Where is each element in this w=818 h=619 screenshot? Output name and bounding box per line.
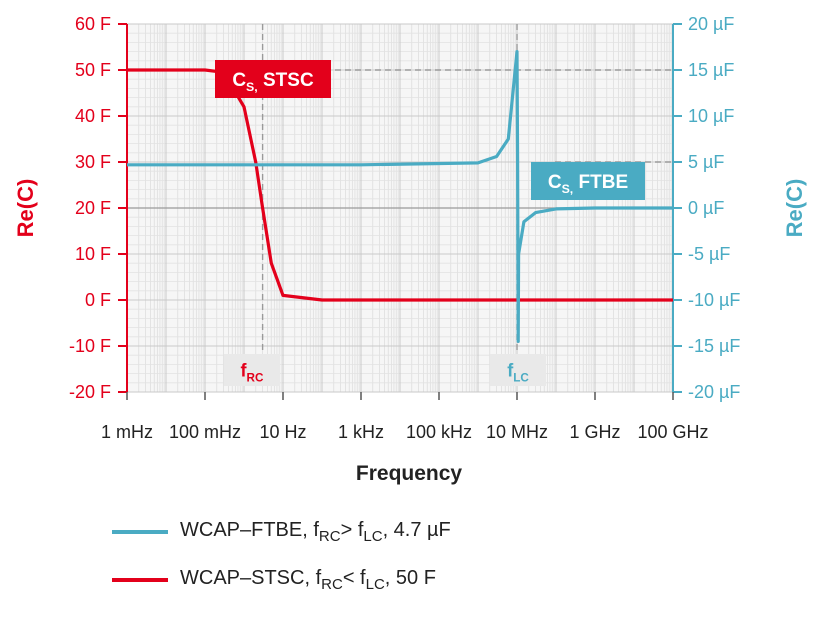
- right-tick-label: 10 µF: [688, 106, 734, 126]
- annotation-cs-ftbe-bg: [531, 162, 645, 200]
- annotation-flc: fLC: [490, 354, 546, 386]
- right-tick-label: -20 µF: [688, 382, 740, 402]
- left-tick-label: 40 F: [75, 106, 111, 126]
- x-tick-label: 100 mHz: [169, 422, 241, 442]
- left-tick-label: 30 F: [75, 152, 111, 172]
- x-tick-label: 10 Hz: [259, 422, 306, 442]
- legend-item-ftbe: WCAP–FTBE, fRC> fLC, 4.7 µF: [112, 517, 672, 547]
- x-tick-label: 100 kHz: [406, 422, 472, 442]
- x-tick-label: 1 GHz: [569, 422, 620, 442]
- right-tick-label: 20 µF: [688, 14, 734, 34]
- annotation-cs-stsc-bg: [215, 60, 331, 98]
- left-tick-label: -20 F: [69, 382, 111, 402]
- x-axis-title: Frequency: [356, 462, 463, 485]
- right-tick-label: 5 µF: [688, 152, 724, 172]
- x-tick-label: 1 kHz: [338, 422, 384, 442]
- left-tick-label: 60 F: [75, 14, 111, 34]
- annotation-flc-text: fLC: [507, 360, 529, 384]
- annotation-flc-bg: [490, 354, 546, 386]
- left-tick-label: 10 F: [75, 244, 111, 264]
- annotation-cs-stsc: CS, STSC: [215, 60, 331, 98]
- annotation-frc: fRC: [224, 354, 280, 386]
- right-tick-label: 0 µF: [688, 198, 724, 218]
- legend-label-ftbe: WCAP–FTBE, fRC> fLC, 4.7 µF: [180, 519, 451, 545]
- annotation-frc-bg: [224, 354, 280, 386]
- left-axis-title: Re(C): [13, 179, 38, 238]
- annotation-cs-ftbe: CS, FTBE: [531, 162, 645, 200]
- legend-label-stsc: WCAP–STSC, fRC< fLC, 50 F: [180, 567, 436, 593]
- annotation-cs-ftbe-text: CS, FTBE: [548, 172, 628, 196]
- left-tick-label: 50 F: [75, 60, 111, 80]
- left-tick-label: 0 F: [85, 290, 111, 310]
- x-tick-label: 100 GHz: [637, 422, 708, 442]
- annotation-cs-stsc-text: CS, STSC: [232, 70, 314, 94]
- annotation-frc-text: fRC: [241, 360, 264, 384]
- right-tick-label: 15 µF: [688, 60, 734, 80]
- right-tick-label: -10 µF: [688, 290, 740, 310]
- x-tick-label: 1 mHz: [101, 422, 153, 442]
- legend-swatch-stsc: [112, 578, 168, 582]
- left-tick-label: -10 F: [69, 336, 111, 356]
- legend-swatch-ftbe: [112, 530, 168, 534]
- right-tick-label: -15 µF: [688, 336, 740, 356]
- legend-item-stsc: WCAP–STSC, fRC< fLC, 50 F: [112, 565, 672, 595]
- left-tick-label: 20 F: [75, 198, 111, 218]
- right-axis-title: Re(C): [782, 179, 807, 238]
- series-line-wcap-ftbe: [127, 50, 673, 343]
- x-tick-label: 10 MHz: [486, 422, 548, 442]
- right-tick-label: -5 µF: [688, 244, 730, 264]
